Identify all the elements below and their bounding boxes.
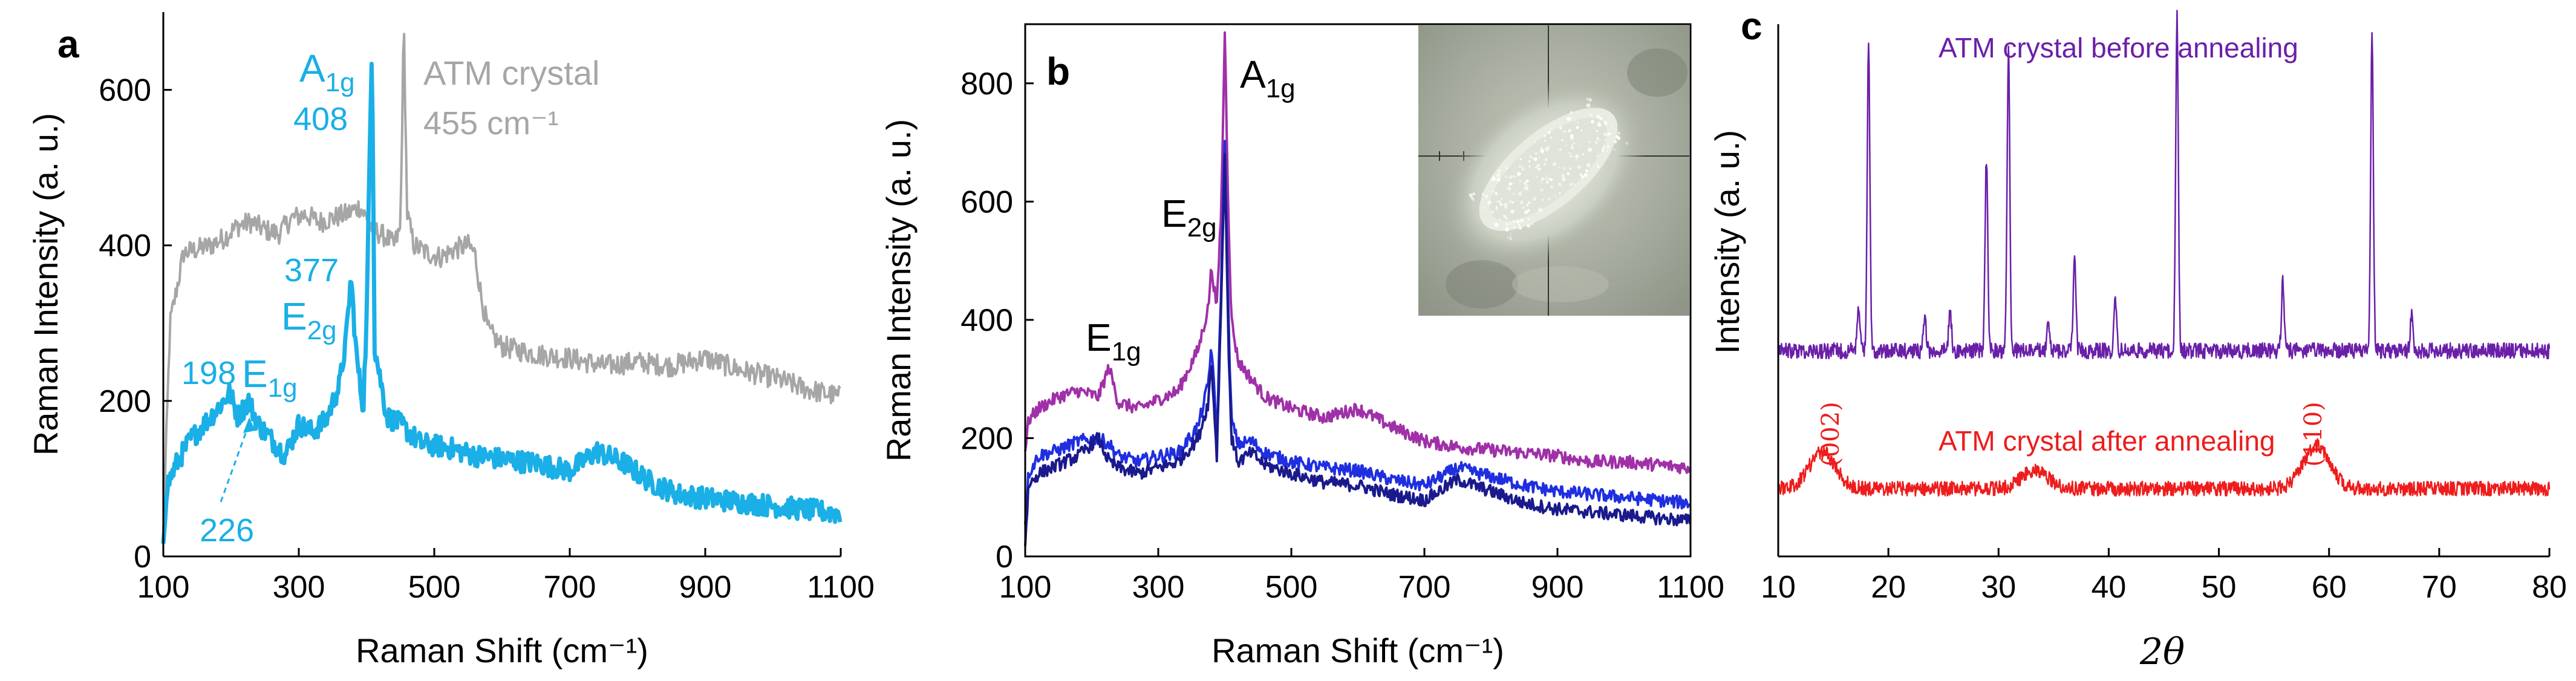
series-after-annealing bbox=[1777, 438, 2551, 497]
panel-a: a 100 300 500 700 900 1100 0 200 400 600 Raman S… bbox=[27, 12, 875, 670]
panel-a-e2g-label: E2g bbox=[281, 295, 337, 345]
y-tick-label: 600 bbox=[99, 73, 151, 108]
x-tick-label: 500 bbox=[408, 570, 461, 605]
x-tick-label: 500 bbox=[1265, 570, 1318, 605]
panel-c: c 10 20 30 40 50 60 70 80 2θ Intensity (a. u.) … bbox=[1708, 4, 2567, 673]
y-tick-label: 800 bbox=[960, 67, 1013, 102]
x-tick-label: 100 bbox=[137, 570, 190, 605]
panel-b-inset-micrograph bbox=[1418, 25, 1689, 316]
panel-a-455-label: 455 cm⁻¹ bbox=[423, 105, 559, 142]
y-tick-label: 600 bbox=[960, 184, 1013, 220]
panel-a-a1g-label: A1g bbox=[299, 47, 355, 97]
series-blue bbox=[1024, 140, 1691, 525]
x-tick-label: 300 bbox=[1132, 570, 1185, 605]
x-tick-label: 80 bbox=[2532, 570, 2567, 605]
x-tick-label: 30 bbox=[1981, 570, 2016, 605]
y-tick-label: 400 bbox=[960, 303, 1013, 338]
panel-c-002-label: (002) bbox=[1817, 402, 1845, 467]
series-purple bbox=[1024, 31, 1691, 475]
x-tick-label: 50 bbox=[2202, 570, 2237, 605]
series-navy bbox=[1024, 152, 1691, 546]
x-tick-label: 300 bbox=[273, 570, 325, 605]
panel-c-series bbox=[1777, 10, 2551, 497]
series-atm-sample bbox=[161, 62, 843, 544]
x-tick-label: 900 bbox=[679, 570, 732, 605]
panel-c-after-label: ATM crystal after annealing bbox=[1939, 425, 2275, 457]
x-tick-label: 700 bbox=[1398, 570, 1451, 605]
panel-b-label: b bbox=[1046, 50, 1070, 93]
x-tick-label: 60 bbox=[2312, 570, 2347, 605]
panel-b-frame bbox=[1024, 23, 1692, 558]
panel-b-y-axis-label: Raman Intensity (a. u.) bbox=[879, 119, 918, 461]
panel-b-series bbox=[1024, 31, 1691, 546]
panel-a-label: a bbox=[57, 22, 79, 66]
series-atm-crystal bbox=[162, 33, 841, 530]
panel-a-series bbox=[161, 33, 843, 544]
panel-c-110-label: (110) bbox=[2300, 402, 2327, 467]
x-tick-label: 900 bbox=[1531, 570, 1584, 605]
panel-c-x-axis-label: 2θ bbox=[2139, 631, 2185, 673]
panel-b-a1g-label: A1g bbox=[1240, 53, 1296, 103]
x-tick-label: 700 bbox=[544, 570, 596, 605]
panel-a-x-axis-label: Raman Shift (cm⁻¹) bbox=[356, 631, 648, 670]
panel-b: 100 300 500 700 900 1100 0 200 400 600 800 b Rama… bbox=[879, 23, 1724, 670]
panel-a-226-arrow bbox=[220, 423, 250, 503]
x-tick-label: 70 bbox=[2422, 570, 2457, 605]
x-tick-label: 40 bbox=[2092, 570, 2127, 605]
panel-a-y-ticks: 0 200 400 600 bbox=[99, 73, 172, 575]
panel-a-atm-crystal-label: ATM crystal bbox=[423, 54, 599, 92]
x-tick-label: 10 bbox=[1761, 570, 1796, 605]
panel-b-y-ticks: 0 200 400 600 800 bbox=[960, 67, 1034, 575]
y-tick-label: 200 bbox=[99, 384, 151, 419]
panel-a-e1g-label: E1g bbox=[242, 352, 298, 403]
panel-a-377-label: 377 bbox=[284, 252, 339, 288]
y-tick-label: 0 bbox=[134, 539, 151, 575]
x-tick-label: 1100 bbox=[1657, 570, 1724, 605]
y-tick-label: 0 bbox=[996, 539, 1013, 575]
panel-a-y-axis-label: Raman Intensity (a. u.) bbox=[27, 113, 65, 455]
panel-a-198-label: 198 bbox=[181, 355, 236, 391]
panel-a-axes bbox=[162, 12, 841, 558]
series-before-annealing bbox=[1777, 10, 2551, 360]
x-tick-label: 100 bbox=[999, 570, 1052, 605]
panel-a-x-ticks: 100 300 500 700 900 1100 bbox=[137, 548, 875, 605]
panel-a-408-label: 408 bbox=[293, 101, 348, 137]
panel-b-x-ticks: 100 300 500 700 900 1100 bbox=[999, 548, 1724, 605]
panel-b-e1g-label: E1g bbox=[1086, 316, 1141, 367]
panel-a-226-arrowhead bbox=[243, 417, 255, 433]
panel-c-y-axis-label: Intensity (a. u.) bbox=[1708, 130, 1746, 354]
x-tick-label: 1100 bbox=[807, 570, 875, 605]
x-tick-label: 20 bbox=[1871, 570, 1906, 605]
y-tick-label: 200 bbox=[960, 421, 1013, 456]
y-tick-label: 400 bbox=[99, 229, 151, 264]
panel-c-x-ticks: 10 20 30 40 50 60 70 80 bbox=[1761, 548, 2567, 605]
panel-c-label: c bbox=[1741, 4, 1762, 48]
panel-c-before-label: ATM crystal before annealing bbox=[1939, 32, 2298, 64]
panel-a-226-label: 226 bbox=[200, 512, 254, 549]
panel-b-e2g-label: E2g bbox=[1161, 192, 1217, 243]
panel-b-x-axis-label: Raman Shift (cm⁻¹) bbox=[1211, 631, 1504, 670]
